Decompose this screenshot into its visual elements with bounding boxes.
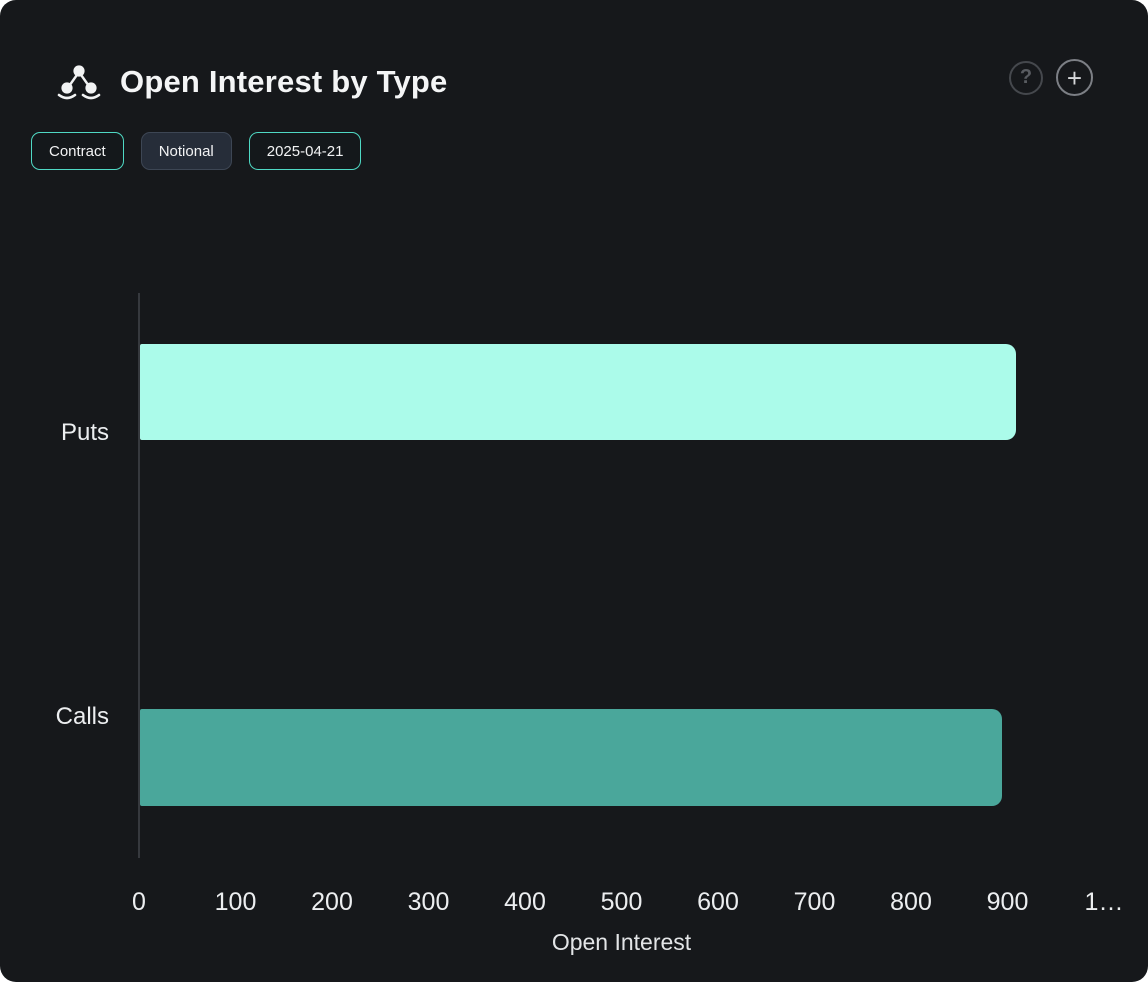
bar-calls [140, 709, 1002, 806]
plus-icon: + [1066, 62, 1083, 93]
y-axis-labels: Puts Calls [0, 293, 138, 858]
help-button[interactable]: ? [1009, 60, 1043, 95]
x-tick-label: 200 [311, 888, 353, 916]
x-tick-label: 500 [600, 888, 643, 916]
x-tick-label: 100 [214, 888, 257, 916]
bar-puts [140, 344, 1017, 440]
filter-date[interactable]: 2025-04-21 [248, 132, 362, 170]
x-tick-label: 400 [504, 888, 546, 916]
x-axis-ticks: 0 100 200 300 400 500 600 700 800 900 1… [132, 888, 1123, 920]
x-tick-label: 0 [132, 888, 146, 916]
filter-notional[interactable]: Notional [140, 132, 232, 170]
header-actions: ? + [1009, 59, 1093, 96]
cluster-icon [54, 62, 104, 104]
x-tick-label: 300 [407, 888, 450, 916]
x-axis-title: Open Interest [551, 929, 692, 955]
x-tick-label: 800 [890, 888, 932, 916]
category-label-puts: Puts [60, 419, 109, 446]
plot-area [138, 293, 1105, 858]
x-tick-label: 1… [1084, 888, 1124, 916]
category-label-calls: Calls [55, 703, 109, 730]
x-tick-label: 600 [697, 888, 739, 916]
panel-title: Open Interest by Type [120, 64, 448, 99]
x-tick-label: 900 [986, 888, 1029, 916]
filter-chips: Contract Notional 2025-04-21 [31, 132, 362, 170]
question-icon: ? [1019, 66, 1033, 88]
x-tick-label: 700 [793, 888, 836, 916]
add-button[interactable]: + [1056, 59, 1093, 96]
filter-contract[interactable]: Contract [31, 132, 124, 170]
